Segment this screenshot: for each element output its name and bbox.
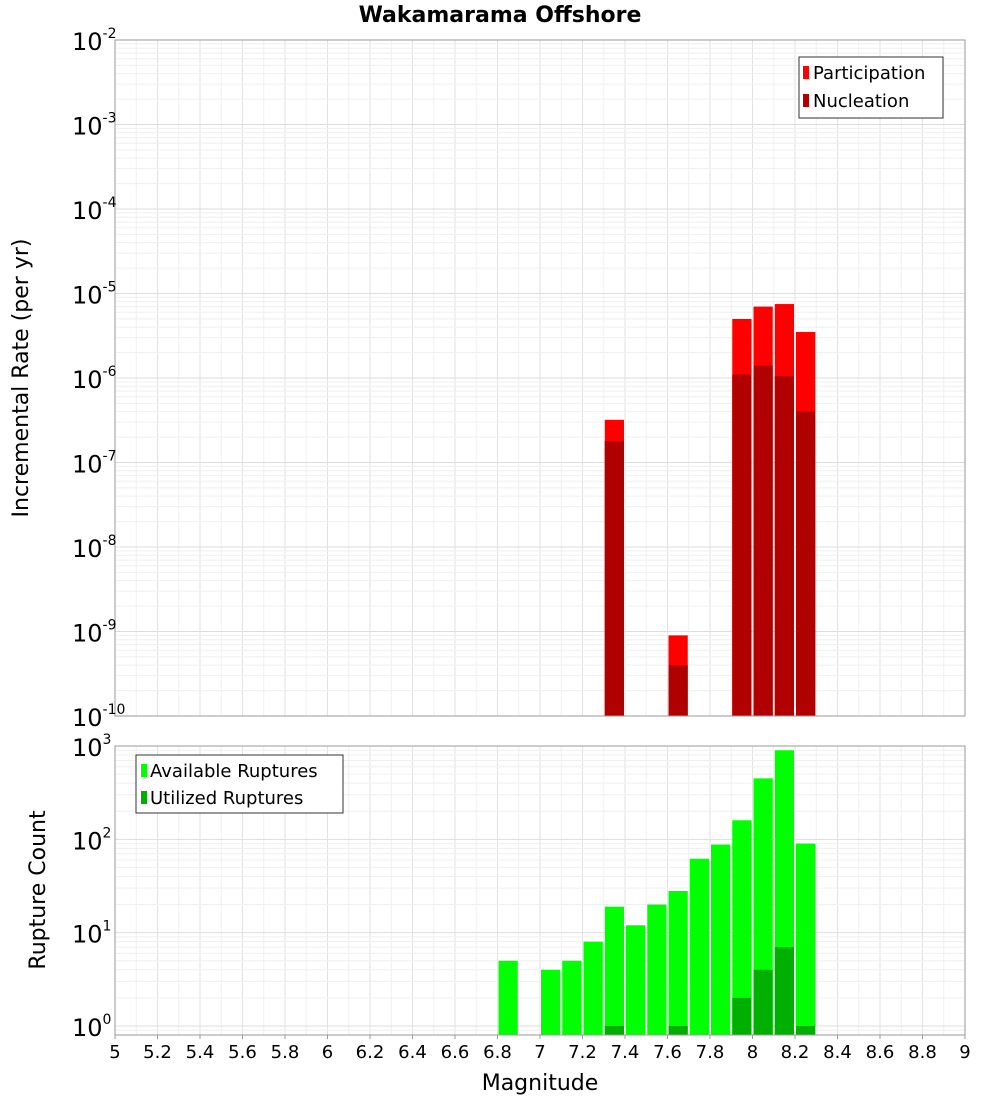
bottom-bar-available-ruptures bbox=[604, 906, 624, 1035]
top-bar-nucleation bbox=[753, 365, 773, 716]
bottom-y-tick-label: 100 bbox=[72, 1012, 111, 1042]
legend-available-label: Available Ruptures bbox=[150, 761, 318, 782]
x-tick-label: 7.8 bbox=[696, 1042, 725, 1063]
top-y-tick-label: 10-7 bbox=[72, 449, 117, 479]
x-axis-ticks: 5 5.2 5.4 5.6 5.8 6 6.2 6.4 6.6 6.8 7 7.2 7.4 7.6 7.8 8… bbox=[109, 1035, 971, 1063]
x-tick-label: 8.8 bbox=[908, 1042, 937, 1063]
bottom-bar-available-ruptures bbox=[689, 858, 709, 1035]
x-tick-label: 5.8 bbox=[271, 1042, 300, 1063]
bottom-bar-available-ruptures bbox=[732, 820, 752, 1035]
top-y-tick-label: 10-8 bbox=[72, 533, 117, 563]
x-tick-label: 5.2 bbox=[143, 1042, 172, 1063]
x-tick-label: 7 bbox=[534, 1042, 545, 1063]
x-tick-label: 6 bbox=[322, 1042, 333, 1063]
legend-utilized-swatch bbox=[141, 791, 147, 804]
top-bar-nucleation bbox=[796, 411, 816, 716]
bottom-bar-utilized-ruptures bbox=[753, 969, 773, 1035]
x-tick-label: 8.6 bbox=[866, 1042, 895, 1063]
bottom-bar-available-ruptures bbox=[626, 925, 646, 1035]
legend-nucleation-swatch bbox=[803, 94, 809, 107]
bottom-bar-utilized-ruptures bbox=[774, 947, 794, 1035]
x-tick-label: 7.4 bbox=[611, 1042, 640, 1063]
bottom-bar-utilized-ruptures bbox=[796, 1025, 816, 1035]
x-tick-label: 8.4 bbox=[823, 1042, 852, 1063]
top-plot-bars bbox=[604, 304, 816, 716]
bottom-bar-available-ruptures bbox=[668, 890, 688, 1035]
chart-title: Wakamarama Offshore bbox=[359, 3, 642, 28]
bottom-bar-utilized-ruptures bbox=[604, 1025, 624, 1035]
bottom-bar-available-ruptures bbox=[647, 904, 667, 1035]
top-legend-box bbox=[798, 56, 944, 119]
top-y-tick-label: 10-3 bbox=[72, 111, 117, 141]
top-legend: Participation Nucleation bbox=[798, 56, 944, 119]
x-tick-label: 6.6 bbox=[441, 1042, 470, 1063]
bottom-bar-available-ruptures bbox=[583, 941, 603, 1035]
top-bar-nucleation bbox=[604, 440, 624, 716]
top-y-tick-label: 10-6 bbox=[72, 364, 117, 394]
top-plot-y-ticks: 10-10 10-9 10-8 10-7 10-6 10-5 10-4 10-3 10-2 bbox=[72, 26, 125, 732]
bottom-bar-available-ruptures bbox=[541, 969, 561, 1035]
legend-utilized-label: Utilized Ruptures bbox=[150, 788, 303, 809]
bottom-bar-utilized-ruptures bbox=[668, 1025, 688, 1035]
x-tick-label: 5 bbox=[109, 1042, 120, 1063]
bottom-y-tick-label: 102 bbox=[72, 825, 111, 855]
top-y-tick-label: 10-9 bbox=[72, 618, 117, 648]
top-y-tick-label: 10-2 bbox=[72, 26, 117, 56]
x-tick-label: 9 bbox=[959, 1042, 970, 1063]
top-bar-nucleation bbox=[668, 665, 688, 716]
x-tick-label: 6.2 bbox=[356, 1042, 385, 1063]
x-tick-label: 7.6 bbox=[653, 1042, 682, 1063]
legend-participation-label: Participation bbox=[813, 63, 925, 84]
bottom-y-tick-label: 101 bbox=[72, 919, 111, 949]
top-plot-frame bbox=[114, 39, 966, 717]
top-bar-nucleation bbox=[774, 376, 794, 716]
x-tick-label: 8.2 bbox=[781, 1042, 810, 1063]
top-y-tick-label: 10-4 bbox=[72, 195, 117, 225]
x-tick-label: 5.4 bbox=[186, 1042, 215, 1063]
bottom-legend-box bbox=[135, 754, 344, 814]
top-y-tick-label: 10-5 bbox=[72, 280, 117, 310]
x-tick-label: 8 bbox=[747, 1042, 758, 1063]
x-tick-label: 5.6 bbox=[228, 1042, 257, 1063]
bottom-bar-available-ruptures bbox=[711, 844, 731, 1035]
bottom-bar-available-ruptures bbox=[796, 843, 816, 1035]
top-plot-grid bbox=[114, 40, 966, 717]
top-bar-nucleation bbox=[732, 374, 752, 716]
top-y-tick-label: 10-10 bbox=[72, 702, 125, 732]
x-tick-label: 6.4 bbox=[398, 1042, 427, 1063]
x-tick-label: 6.8 bbox=[483, 1042, 512, 1063]
legend-available-swatch bbox=[141, 764, 147, 777]
legend-nucleation-label: Nucleation bbox=[813, 91, 909, 112]
bottom-bar-utilized-ruptures bbox=[732, 997, 752, 1035]
x-tick-label: 7.2 bbox=[568, 1042, 597, 1063]
bottom-bar-available-ruptures bbox=[498, 960, 518, 1035]
bottom-plot-bars bbox=[498, 750, 816, 1035]
top-plot-y-axis-label: Incremental Rate (per yr) bbox=[9, 239, 34, 518]
x-axis-label: Magnitude bbox=[482, 1071, 599, 1096]
bottom-legend: Available Ruptures Utilized Ruptures bbox=[135, 754, 344, 814]
bottom-plot-y-axis-label: Rupture Count bbox=[26, 810, 51, 970]
legend-participation-swatch bbox=[803, 66, 809, 79]
bottom-y-tick-label: 103 bbox=[72, 732, 111, 762]
bottom-bar-available-ruptures bbox=[562, 960, 582, 1035]
bottom-plot-y-ticks: 100 101 102 103 bbox=[72, 732, 111, 1042]
